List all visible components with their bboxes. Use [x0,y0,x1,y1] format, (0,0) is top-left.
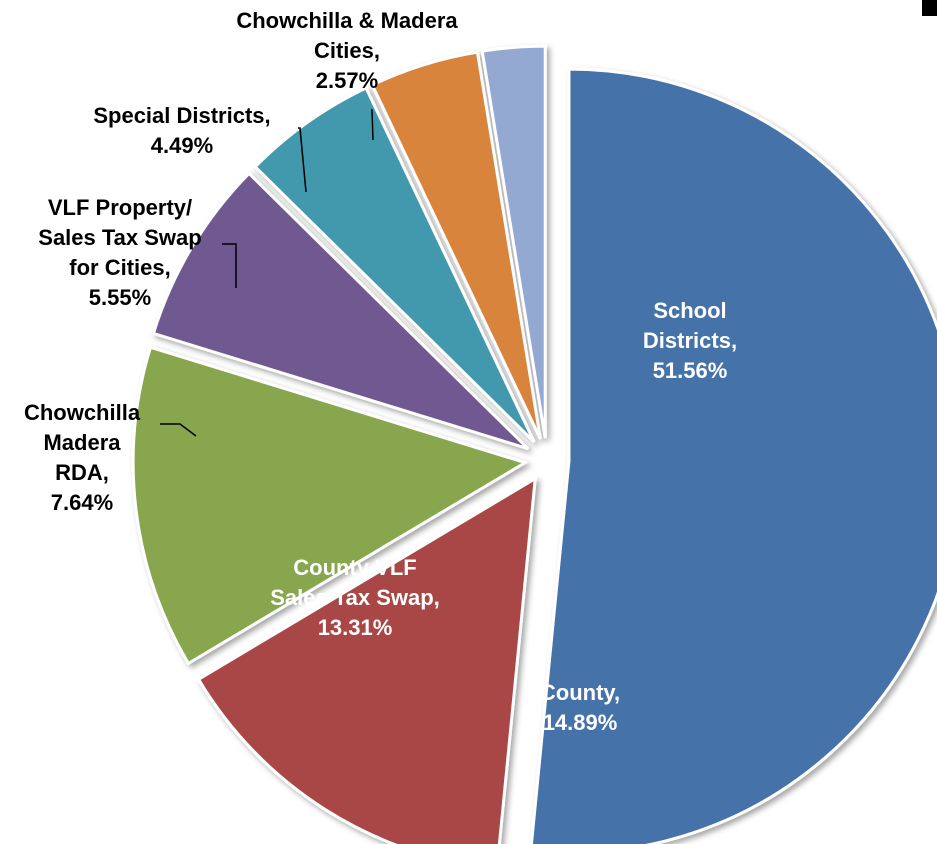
slice-label-special-districts: Special Districts, 4.49% [93,103,270,158]
slice-labels: School Districts, 51.56% County, 14.89% Count… [24,8,737,735]
leader-lines [160,109,374,437]
leader-line [371,109,374,141]
pie-slice-chowchilla-madera-rda [151,171,530,451]
slice-label-school-districts: School Districts, 51.56% [643,298,737,383]
leader-line [160,423,197,437]
slice-label-county-vlf-sales-tax-swap: County VLF Sales Tax Swap, 13.31% [270,555,440,640]
slice-label-vlf-property-sales-tax-swap-for-cities: VLF Property/Sales Tax Swap for Cities, 5.… [38,195,201,310]
pie-slice-special-districts [370,50,542,440]
leader-line [298,127,307,193]
slice-label-county: County, 14.89% [540,680,620,735]
pie-slice-chowchilla-madera-cities [480,44,547,439]
leader-line [222,243,237,288]
pie-slice-county [196,475,537,844]
slice-label-chowchilla-madera-cities: Chowchilla & Madera Cities, 2.57% [236,8,458,93]
pie-slice-vlf-property-sales-tax-swap-for-cities [253,86,536,444]
pie-slice-school-districts [529,67,937,844]
corner-mark [922,0,937,16]
pie-slices [131,44,937,844]
pie-slice-county-vlf-sales-tax-swap [131,345,529,666]
slice-label-chowchilla-madera-rda: Chowchilla Madera RDA, 7.64% [24,400,141,515]
